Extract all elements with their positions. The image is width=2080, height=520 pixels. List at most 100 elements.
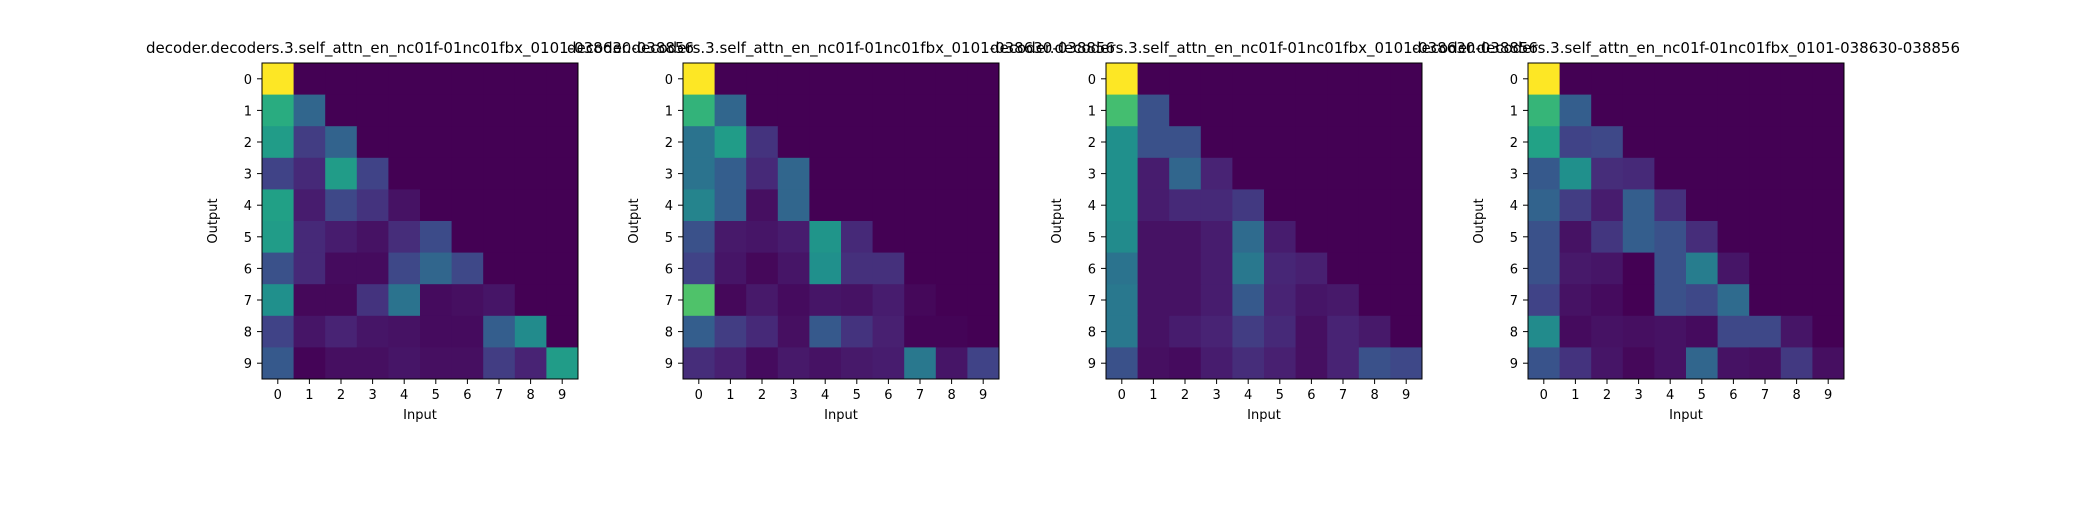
heatmap-cell [451, 347, 484, 380]
heatmap-cell [841, 347, 874, 380]
heatmap-cell [325, 284, 358, 317]
heatmap-cell [1232, 347, 1265, 380]
x-tick-label: 0 [274, 388, 282, 403]
y-tick-label: 3 [1510, 168, 1518, 183]
heatmap-cell [262, 347, 295, 380]
heatmap-cell [1812, 189, 1845, 222]
heatmap-cell [1749, 189, 1782, 222]
heatmap-cell [1654, 63, 1687, 96]
heatmap-cell [872, 315, 905, 348]
heatmap-cell [1327, 221, 1360, 254]
heatmap-cell [483, 126, 516, 159]
heatmap-cell [714, 94, 747, 127]
heatmap-cell [1200, 347, 1233, 380]
heatmap-cell [1232, 221, 1265, 254]
heatmap-cell [1295, 94, 1328, 127]
x-tick-label: 8 [1370, 388, 1378, 403]
heatmap-cell [420, 189, 453, 222]
chart-title: decoder.decoders.3.self_attn_en_nc01f-01… [1412, 39, 1960, 58]
heatmap-cell [1358, 284, 1391, 317]
heatmap-cell [1264, 126, 1297, 159]
heatmap-cell [483, 63, 516, 96]
heatmap-cell [1528, 252, 1561, 285]
heatmap-cell [746, 126, 779, 159]
heatmap-cell [967, 126, 1000, 159]
heatmap-cell [1295, 126, 1328, 159]
heatmap-cell [1528, 157, 1561, 190]
heatmap-cell [1717, 221, 1750, 254]
heatmap-cell [967, 94, 1000, 127]
heatmap-cell [967, 157, 1000, 190]
heatmap-panel-2: 0 1 2 3 4 5 6 7 8 9 0 1 2 3 4 5 6 7 8 9 Input Output decoder.d… [567, 39, 1115, 423]
x-tick-label: 7 [1339, 388, 1347, 403]
x-tick-label: 9 [1824, 388, 1832, 403]
heatmap-cell [1200, 284, 1233, 317]
heatmap-cell [1390, 157, 1423, 190]
y-axis-label: Output [1472, 198, 1487, 243]
heatmap-cell [1232, 63, 1265, 96]
heatmap-cell [1812, 63, 1845, 96]
heatmap-cell [1169, 157, 1202, 190]
heatmap-cell [683, 94, 716, 127]
heatmap-cell [1559, 63, 1592, 96]
heatmap-cell [809, 221, 842, 254]
y-tick-label: 5 [1088, 231, 1096, 246]
x-tick-label: 3 [789, 388, 797, 403]
heatmap-cell [904, 252, 937, 285]
heatmap-cell [1812, 252, 1845, 285]
heatmap-cell [1390, 221, 1423, 254]
heatmap-cell [451, 126, 484, 159]
x-tick-label: 5 [1276, 388, 1284, 403]
heatmap-cell [1749, 63, 1782, 96]
x-axis-label: Input [824, 408, 858, 423]
heatmap-cell [841, 94, 874, 127]
heatmap-cell [1137, 315, 1170, 348]
heatmap-cell [809, 94, 842, 127]
heatmap-cell [1591, 157, 1624, 190]
x-tick-label: 4 [400, 388, 408, 403]
heatmap-cell [746, 315, 779, 348]
heatmap-cell [1137, 347, 1170, 380]
heatmap-cell [1559, 284, 1592, 317]
x-tick-label: 7 [1761, 388, 1769, 403]
heatmap-panel-3: 0 1 2 3 4 5 6 7 8 9 0 1 2 3 4 5 6 7 8 9 Input Output decoder.d… [990, 39, 1538, 423]
heatmap-cell [546, 63, 579, 96]
heatmap-cell [1295, 347, 1328, 380]
heatmap-cell [1591, 94, 1624, 127]
heatmap-cell [714, 347, 747, 380]
heatmap-cell [1812, 315, 1845, 348]
x-tick-label: 3 [368, 388, 376, 403]
chart-title: decoder.decoders.3.self_attn_en_nc01f-01… [146, 39, 694, 58]
heatmap-cell [1169, 63, 1202, 96]
heatmap-cell [1327, 189, 1360, 222]
heatmap-cell [420, 94, 453, 127]
heatmap-cell [1390, 347, 1423, 380]
x-tick-label: 8 [526, 388, 534, 403]
heatmap-cell [967, 252, 1000, 285]
heatmap-cell [1358, 126, 1391, 159]
heatmap-cell [746, 157, 779, 190]
heatmap-cell [777, 94, 810, 127]
heatmap-cell [483, 94, 516, 127]
heatmap-cell [1327, 284, 1360, 317]
y-tick-label: 1 [244, 104, 252, 119]
heatmap-cell [293, 157, 326, 190]
heatmap-cell [714, 284, 747, 317]
plot-frame [682, 62, 1000, 380]
heatmap-cell [1591, 284, 1624, 317]
heatmap-cell [746, 63, 779, 96]
heatmap-cell [1295, 284, 1328, 317]
x-axis-label: Input [1247, 408, 1281, 423]
heatmap-cell [514, 189, 547, 222]
heatmap-cell [325, 63, 358, 96]
heatmap-cell [1780, 94, 1813, 127]
heatmap-cell [1264, 315, 1297, 348]
heatmap-cell [1264, 63, 1297, 96]
x-tick-label: 3 [1634, 388, 1642, 403]
heatmap-cell [1654, 94, 1687, 127]
heatmap-cell [1686, 189, 1719, 222]
heatmap-cell [683, 252, 716, 285]
heatmap-cell [1106, 347, 1139, 380]
heatmap-cell [1528, 94, 1561, 127]
heatmap-cell [293, 189, 326, 222]
